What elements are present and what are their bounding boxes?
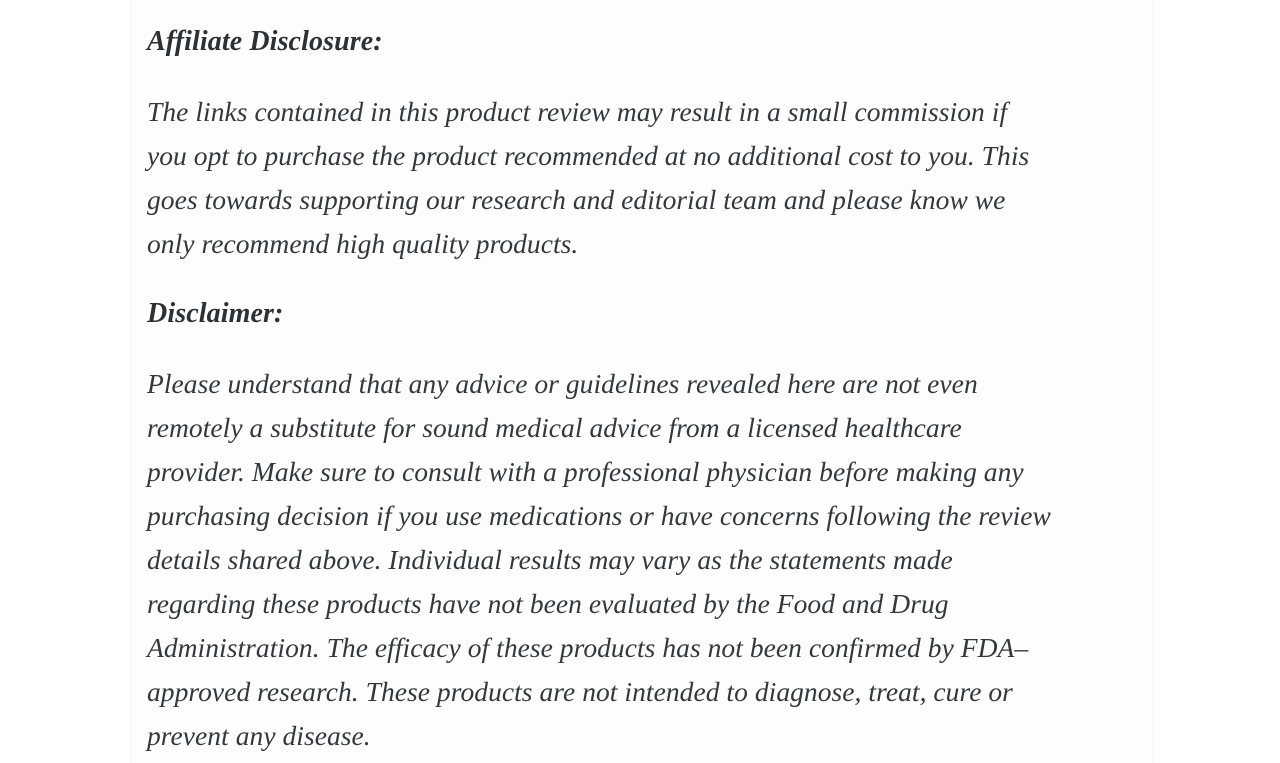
text-line: only recommend high quality products. xyxy=(147,228,579,259)
text-line: provider. Make sure to consult with a pr… xyxy=(147,456,1024,487)
text-line: prevent any disease. xyxy=(147,720,371,751)
affiliate-disclosure-section: Affiliate Disclosure: The links containe… xyxy=(147,0,1137,292)
text-line: regarding these products have not been e… xyxy=(147,588,949,619)
disclaimer-section: Disclaimer: Please understand that any a… xyxy=(147,292,1137,758)
text-line: remotely a substitute for sound medical … xyxy=(147,412,962,443)
text-line: approved research. These products are no… xyxy=(147,676,1013,707)
text-line: goes towards supporting our research and… xyxy=(147,184,1006,215)
text-line: Administration. The efficacy of these pr… xyxy=(147,632,1029,663)
spacer xyxy=(147,64,1137,90)
disclaimer-heading: Disclaimer: xyxy=(147,298,284,329)
article-content-column: Affiliate Disclosure: The links containe… xyxy=(130,0,1154,763)
text-line: The links contained in this product revi… xyxy=(147,96,1008,127)
spacer xyxy=(147,266,1137,292)
spacer xyxy=(147,336,1137,362)
text-line: Please understand that any advice or gui… xyxy=(147,368,978,399)
affiliate-disclosure-paragraph: The links contained in this product revi… xyxy=(147,90,1137,266)
text-line: details shared above. Individual results… xyxy=(147,544,953,575)
text-line: you opt to purchase the product recommen… xyxy=(147,140,1030,171)
affiliate-disclosure-heading: Affiliate Disclosure: xyxy=(147,26,383,57)
disclaimer-paragraph: Please understand that any advice or gui… xyxy=(147,362,1137,758)
text-line: purchasing decision if you use medicatio… xyxy=(147,500,1051,531)
